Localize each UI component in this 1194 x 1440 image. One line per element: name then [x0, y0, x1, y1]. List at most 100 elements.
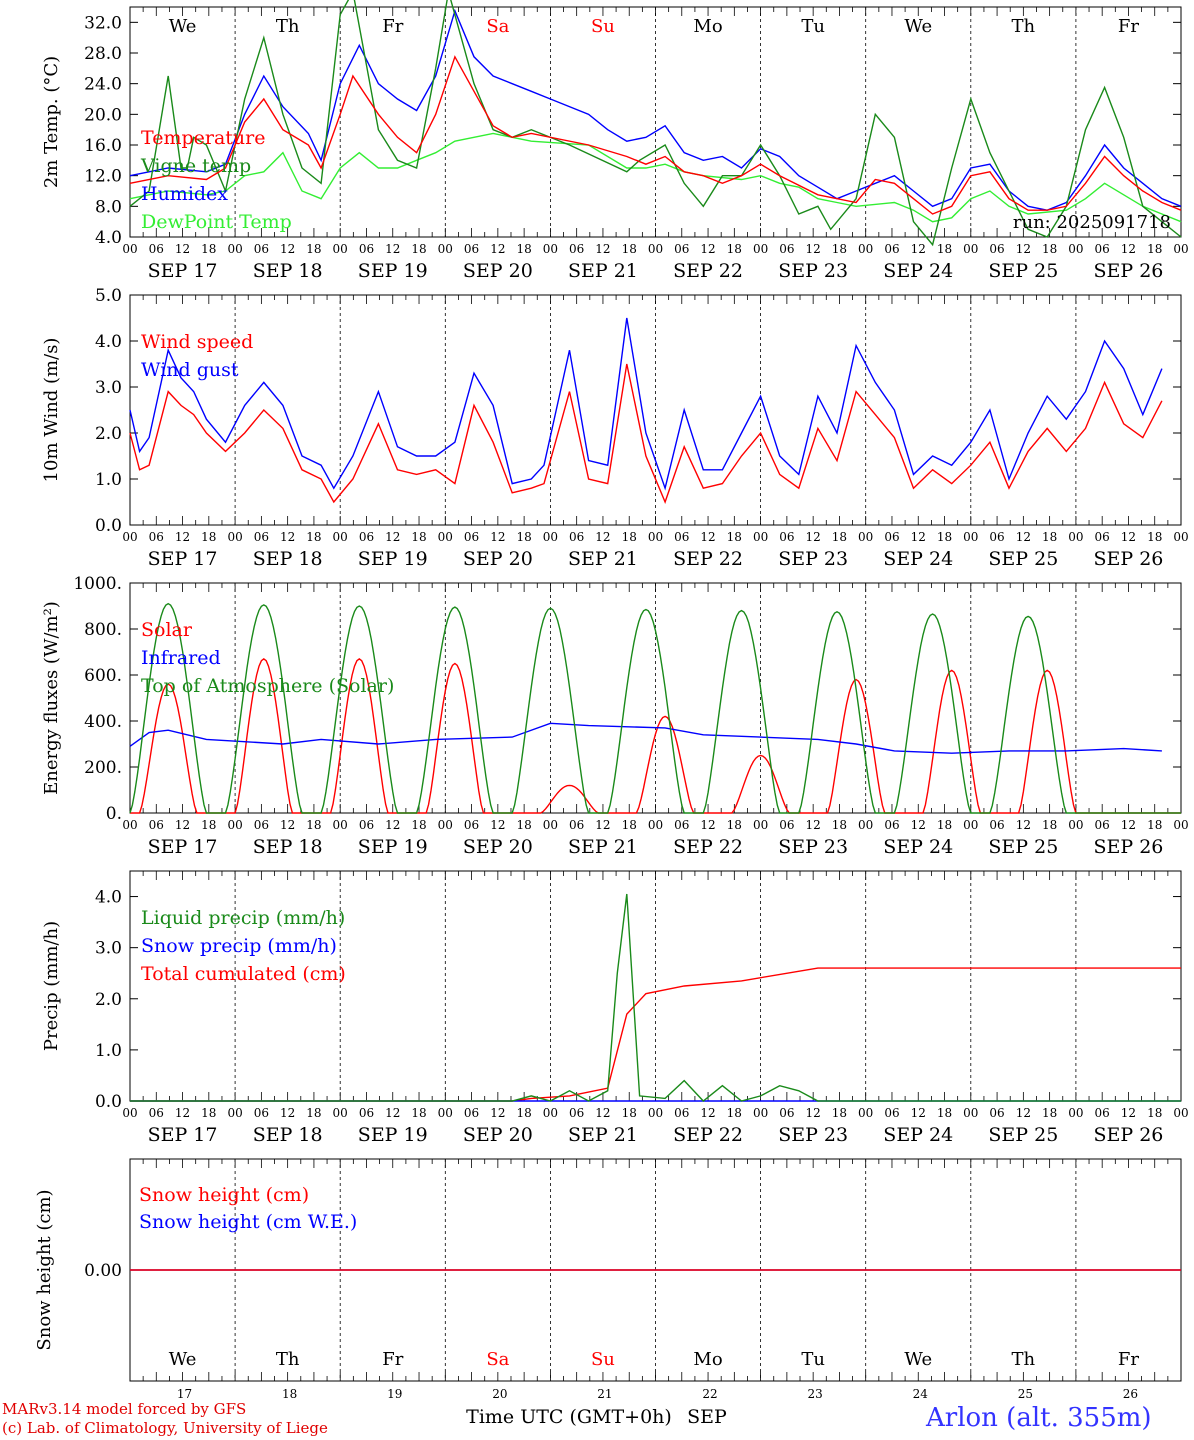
- day-number: 20: [492, 1387, 507, 1401]
- day-label: SEP 24: [883, 548, 953, 570]
- hour-tick-label: 06: [779, 818, 794, 832]
- hour-tick-label: 12: [911, 1106, 926, 1120]
- credit-line-2: (c) Lab. of Climatology, University of L…: [2, 1419, 328, 1437]
- hour-tick-label: 00: [227, 530, 242, 544]
- y-tick-label: 20.0: [84, 105, 122, 125]
- y-tick-label: 0.00: [84, 1261, 122, 1281]
- day-number: 26: [1123, 1387, 1138, 1401]
- hour-tick-label: 06: [359, 818, 374, 832]
- hour-tick-label: 12: [385, 1106, 400, 1120]
- hour-tick-label: 18: [832, 530, 847, 544]
- hour-tick-label: 00: [1068, 1106, 1083, 1120]
- y-tick-label: 1.0: [95, 470, 122, 490]
- hour-tick-label: 00: [438, 530, 453, 544]
- hour-tick-label: 00: [963, 818, 978, 832]
- hour-tick-label: 18: [306, 530, 321, 544]
- legend-entry: Wind speed: [141, 331, 253, 353]
- day-label: SEP 22: [673, 548, 743, 570]
- legend-entry: Solar: [141, 619, 193, 641]
- hour-tick-label: 00: [227, 818, 242, 832]
- legend-entry: Snow height (cm W.E.): [139, 1211, 357, 1233]
- hour-tick-label: 18: [201, 242, 216, 256]
- hour-tick-label: 06: [464, 818, 479, 832]
- hour-tick-label: 06: [149, 530, 164, 544]
- hour-tick-label: 00: [1068, 242, 1083, 256]
- x-axis-label: Time UTC (GMT+0h): [466, 1406, 672, 1428]
- day-label: SEP 24: [883, 836, 953, 858]
- panel-energy: 0. 200. 400. 600. 800. 1000. Energy fluxes (W/…: [41, 574, 1189, 858]
- hour-tick-label: 18: [411, 818, 426, 832]
- hour-tick-label: 06: [569, 818, 584, 832]
- weekday-label: Su: [591, 1349, 615, 1370]
- y-tick-label: 2.0: [95, 424, 122, 444]
- weekday-label: Mo: [693, 16, 722, 37]
- hour-tick-label: 12: [806, 530, 821, 544]
- day-label: SEP 20: [463, 836, 533, 858]
- hour-tick-label: 06: [674, 1106, 689, 1120]
- hour-tick-label: 12: [1121, 530, 1136, 544]
- hour-tick-label: 00: [1068, 818, 1083, 832]
- series-solar: [130, 658, 1181, 814]
- hour-tick-label: 00: [333, 530, 348, 544]
- hour-tick-label: 12: [175, 242, 190, 256]
- y-axis-label: 10m Wind (m/s): [41, 338, 62, 483]
- weekday-label: Th: [276, 16, 300, 37]
- legend-entry: Top of Atmosphere (Solar): [141, 675, 394, 697]
- hour-tick-label: 00: [438, 818, 453, 832]
- hour-tick-label: 06: [359, 530, 374, 544]
- run-label: run: 2025091718: [1013, 212, 1171, 233]
- hour-tick-label: 18: [727, 242, 742, 256]
- y-tick-label: 200.: [84, 758, 122, 778]
- hour-tick-label: 06: [989, 530, 1004, 544]
- hour-tick-label: 12: [806, 818, 821, 832]
- day-label: SEP 17: [148, 260, 218, 282]
- hour-tick-label: 12: [175, 1106, 190, 1120]
- day-number: 18: [282, 1387, 297, 1401]
- weekday-label: Su: [591, 16, 615, 37]
- y-tick-label: 3.0: [95, 939, 122, 959]
- hour-tick-label: 06: [149, 242, 164, 256]
- hour-tick-label: 12: [911, 530, 926, 544]
- hour-tick-label: 12: [911, 242, 926, 256]
- hour-tick-label: 12: [1016, 242, 1031, 256]
- day-label: SEP 20: [463, 260, 533, 282]
- weekday-label: Fr: [382, 1349, 403, 1370]
- day-label: SEP 26: [1094, 836, 1164, 858]
- series-liquid-precip-mm-h-: [130, 893, 1181, 1102]
- hour-tick-label: 12: [1016, 530, 1031, 544]
- hour-tick-label: 18: [1042, 242, 1057, 256]
- day-label: SEP 18: [253, 548, 323, 570]
- hour-tick-label: 18: [937, 242, 952, 256]
- hour-tick-label: 06: [569, 242, 584, 256]
- hour-tick-label: 18: [201, 818, 216, 832]
- day-label: SEP 23: [778, 260, 848, 282]
- day-number: 17: [177, 1387, 192, 1401]
- day-label: SEP 19: [358, 548, 428, 570]
- hour-tick-label: 12: [490, 818, 505, 832]
- hour-tick-label: 12: [911, 818, 926, 832]
- day-label: SEP 17: [148, 1124, 218, 1146]
- weekday-label: We: [169, 16, 197, 37]
- hour-tick-label: 18: [201, 530, 216, 544]
- hour-tick-label: 18: [516, 530, 531, 544]
- y-tick-label: 0.: [106, 804, 122, 824]
- hour-tick-label: 12: [1121, 1106, 1136, 1120]
- day-label: SEP 20: [463, 548, 533, 570]
- hour-tick-label: 06: [254, 1106, 269, 1120]
- y-tick-label: 1.0: [95, 1041, 122, 1061]
- hour-tick-label: 18: [937, 530, 952, 544]
- day-label: SEP 22: [673, 260, 743, 282]
- hour-tick-label: 18: [832, 242, 847, 256]
- hour-tick-label: 12: [700, 1106, 715, 1120]
- day-label: SEP 26: [1094, 1124, 1164, 1146]
- weekday-label: Fr: [1118, 1349, 1139, 1370]
- day-label: SEP 25: [988, 836, 1058, 858]
- hour-tick-label: 00: [543, 530, 558, 544]
- hour-tick-label: 00: [753, 242, 768, 256]
- y-tick-label: 4.0: [95, 228, 122, 248]
- hour-tick-label: 18: [622, 530, 637, 544]
- hour-tick-label: 00: [227, 242, 242, 256]
- hour-tick-label: 18: [516, 818, 531, 832]
- hour-tick-label: 00: [543, 818, 558, 832]
- hour-tick-label: 12: [595, 818, 610, 832]
